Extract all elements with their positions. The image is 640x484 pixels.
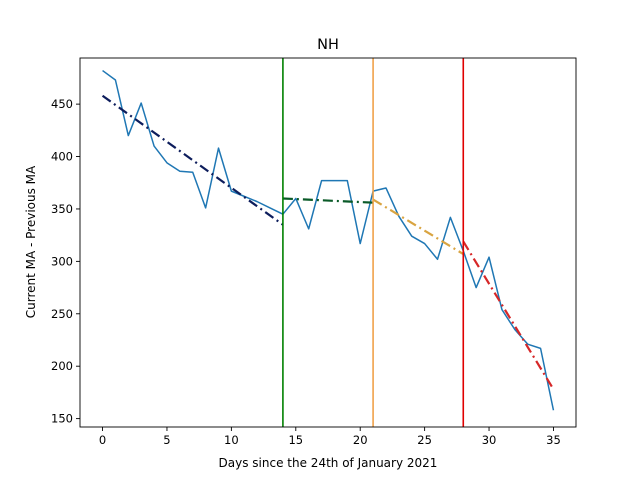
x-tick-label-10: 10 — [224, 433, 239, 447]
trend-line-3 — [462, 240, 555, 390]
y-axis-label: Current MA - Previous MA — [24, 165, 38, 318]
x-axis-label: Days since the 24th of January 2021 — [219, 456, 438, 470]
y-tick-label-150: 150 — [51, 412, 73, 426]
x-tick-label-0: 0 — [99, 433, 106, 447]
trend-line-0 — [101, 94, 284, 226]
y-tick-label-450: 450 — [51, 97, 73, 111]
x-tick-label-25: 25 — [417, 433, 432, 447]
x-tick-label-30: 30 — [482, 433, 497, 447]
trend-line-1 — [282, 197, 374, 204]
trend-line-2 — [372, 198, 464, 255]
y-tick-label-250: 250 — [51, 307, 73, 321]
y-tick-label-200: 200 — [51, 359, 73, 373]
x-tick-label-20: 20 — [353, 433, 368, 447]
x-tick-label-15: 15 — [288, 433, 303, 447]
plot-area: 0 5 10 15 20 25 30 35 150 200 250 300 350 400 450 — [51, 57, 577, 447]
series-line-0 — [102, 69, 555, 411]
y-tick-label-400: 400 — [51, 150, 73, 164]
chart-title: NH — [317, 37, 339, 53]
plot-frame — [79, 57, 577, 428]
y-tick-label-300: 300 — [51, 254, 73, 268]
y-tick-label-350: 350 — [51, 202, 73, 216]
x-tick-label-5: 5 — [163, 433, 170, 447]
x-tick-label-35: 35 — [546, 433, 561, 447]
